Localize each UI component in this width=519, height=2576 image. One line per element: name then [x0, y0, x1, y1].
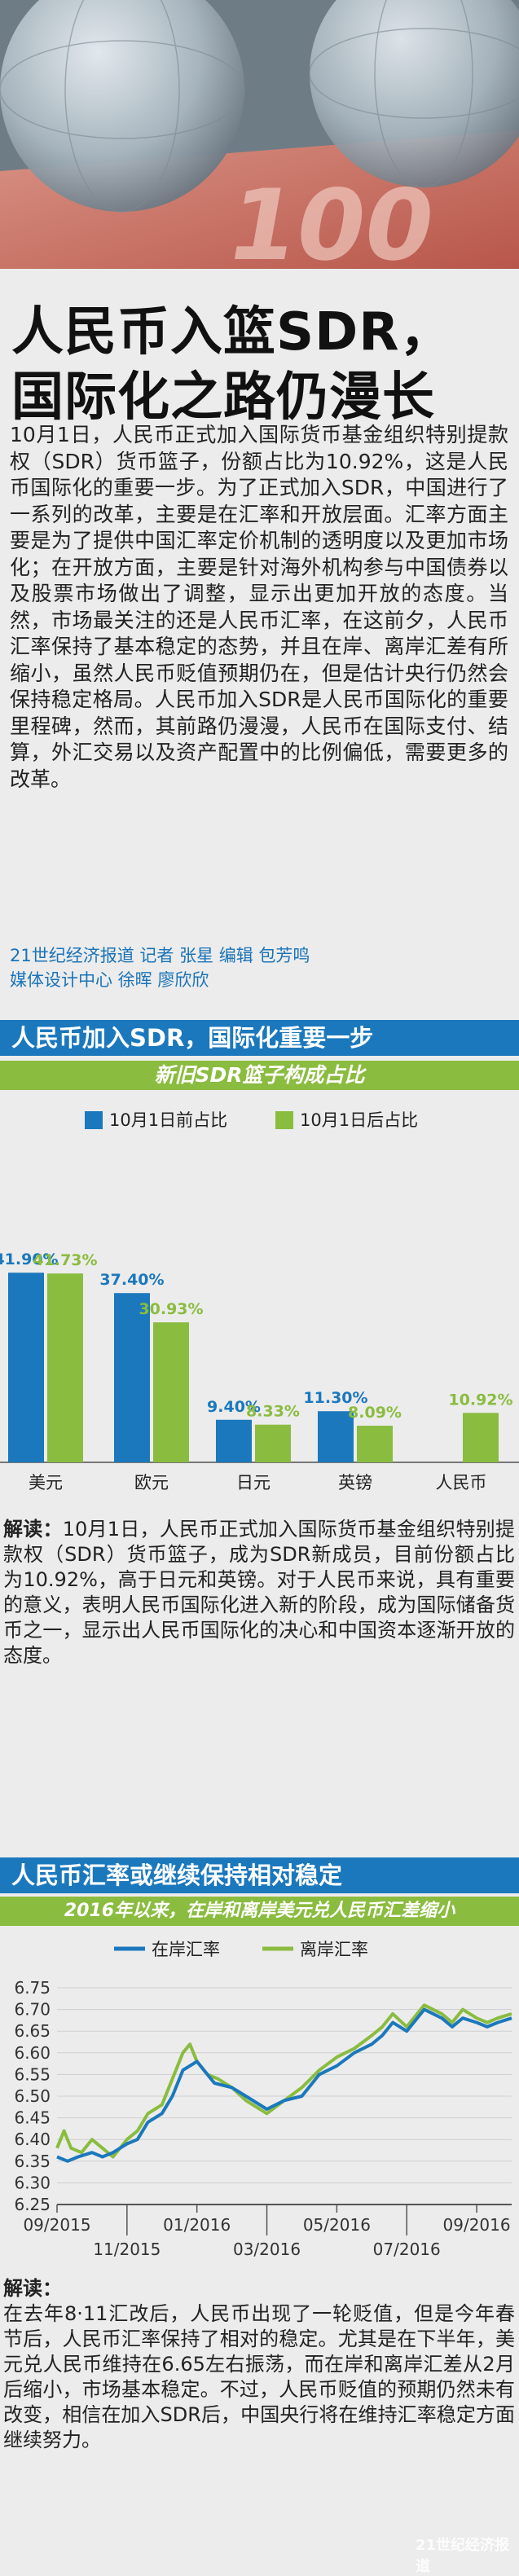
section1-header: 人民币加入SDR，国际化重要一步	[11, 1024, 374, 1052]
bar-after-2	[255, 1424, 291, 1462]
bar-label-after-0: 41.73%	[33, 1251, 97, 1269]
bar-before-2	[216, 1419, 252, 1462]
bar-label-after-3: 8.09%	[348, 1404, 402, 1422]
bar-after-1	[153, 1322, 189, 1462]
x-tick-upper-0: 09/2015	[23, 2215, 90, 2235]
headline: 人民币入篮SDR， 国际化之路仍漫长	[11, 300, 508, 430]
bar-category-0: 美元	[29, 1473, 63, 1492]
svg-text:100: 100	[219, 169, 443, 269]
byline-line-1: 21世纪经济报道 记者 张星 编辑 包芳鸣	[10, 946, 310, 965]
bar-after-3	[357, 1426, 393, 1462]
x-tick-lower-0: 11/2015	[93, 2240, 161, 2259]
y-tick-9: 6.70	[14, 2000, 51, 2020]
bar-before-3	[318, 1411, 354, 1462]
legend-swatch-before	[85, 1111, 103, 1129]
bar-label-before-0: 41.90%	[0, 1251, 59, 1268]
legend-label-onshore: 在岸汇率	[152, 1940, 220, 1959]
x-tick-lower-2: 07/2016	[373, 2240, 441, 2259]
section1-note-text: 10月1日，人民币正式加入国际货币基金组织特别提款权（SDR）货币篮子，成为SD…	[3, 1518, 516, 1667]
bar-category-4: 人民币	[436, 1473, 487, 1492]
legend-label-offshore: 离岸汇率	[300, 1940, 368, 1959]
section1-header-band: 人民币加入SDR，国际化重要一步	[0, 1020, 519, 1056]
x-tick-upper-2: 05/2016	[303, 2215, 371, 2235]
bar-before-0	[8, 1273, 44, 1462]
bar-category-3: 英镑	[338, 1473, 372, 1492]
bar-label-after-2: 8.33%	[246, 1403, 300, 1421]
section2-note-text: 在去年8·11汇改后，人民币出现了一轮贬值，但是今年春节后，人民币汇率保持了相对…	[3, 2302, 515, 2451]
section1-note-label: 解读：	[3, 1518, 63, 1541]
y-tick-2: 6.35	[14, 2152, 51, 2171]
y-tick-3: 6.40	[14, 2130, 51, 2149]
bar-category-2: 日元	[236, 1473, 270, 1492]
watermark-logo: 21世纪经济报道	[416, 2537, 510, 2575]
legend-swatch-after	[275, 1111, 293, 1129]
bar-before-1	[114, 1293, 150, 1462]
section1-subheader-band: 新旧SDR篮子构成占比	[0, 1061, 519, 1090]
bar-label-after-4: 10.92%	[448, 1391, 512, 1409]
headline-line-2: 国际化之路仍漫长	[11, 367, 435, 428]
x-tick-upper-3: 09/2016	[443, 2215, 511, 2235]
y-tick-7: 6.60	[14, 2043, 51, 2063]
bar-after-4	[463, 1413, 499, 1462]
section2-header-band: 人民币汇率或继续保持相对稳定	[0, 1857, 519, 1893]
globe-banknote-illustration: 100	[0, 0, 519, 269]
section2-header: 人民币汇率或继续保持相对稳定	[11, 1862, 343, 1889]
series-line-offshore	[55, 2003, 512, 2159]
section1-subheader: 新旧SDR篮子构成占比	[154, 1063, 365, 1087]
bar-label-before-3: 11.30%	[303, 1389, 367, 1407]
y-tick-6: 6.55	[14, 2064, 51, 2084]
x-tick-upper-1: 01/2016	[163, 2215, 231, 2235]
hero-image: 100	[0, 0, 519, 269]
section2-note-label: 解读：	[3, 2277, 62, 2300]
section2-subheader-band: 2016年以来，在岸和离岸美元兑人民币汇差缩小	[0, 1897, 519, 1926]
legend-label-after: 10月1日后占比	[300, 1110, 419, 1130]
section2-subheader: 2016年以来，在岸和离岸美元兑人民币汇差缩小	[64, 1901, 455, 1921]
y-tick-1: 6.30	[14, 2173, 51, 2192]
y-tick-10: 6.75	[14, 1978, 51, 1998]
sdr-bar-chart: 41.90%41.73% 美元 37.40% 30.93% 欧元 9.40%8.33% 日元…	[0, 1251, 519, 1492]
y-tick-0: 6.25	[14, 2195, 51, 2214]
legend-label-before: 10月1日前占比	[109, 1110, 228, 1130]
bar-category-1: 欧元	[134, 1473, 169, 1492]
bar-label-before-1: 37.40%	[99, 1271, 164, 1289]
y-tick-8: 6.65	[14, 2021, 51, 2041]
series-line-onshore	[56, 2007, 512, 2163]
section2-note: 解读： 在去年8·11汇改后，人民币出现了一轮贬值，但是今年春节后，人民币汇率保持…	[3, 2276, 515, 2453]
byline-line-2: 媒体设计中心 徐晖 廖欣欣	[10, 970, 209, 990]
y-tick-5: 6.50	[14, 2086, 51, 2106]
y-tick-4: 6.45	[14, 2108, 51, 2128]
byline: 21世纪经济报道 记者 张星 编辑 包芳鸣 媒体设计中心 徐晖 廖欣欣	[10, 943, 499, 992]
bar-after-0	[47, 1273, 83, 1462]
x-tick-lower-1: 03/2016	[233, 2240, 301, 2259]
headline-line-1: 人民币入篮SDR，	[11, 302, 453, 363]
exchange-rate-line-chart: 在岸汇率 离岸汇率 6.25 6.30 6.35 6.40 6.456.506.556.60…	[14, 1940, 512, 2259]
bar-label-before-2: 9.40%	[207, 1398, 261, 1416]
section1-note: 解读：10月1日，人民币正式加入国际货币基金组织特别提款权（SDR）货币篮子，成…	[3, 1517, 515, 1668]
bar-label-after-1: 30.93%	[139, 1300, 203, 1318]
intro-paragraph: 10月1日，人民币正式加入国际货币基金组织特别提款权（SDR）货币篮子，份额占比…	[10, 423, 508, 791]
